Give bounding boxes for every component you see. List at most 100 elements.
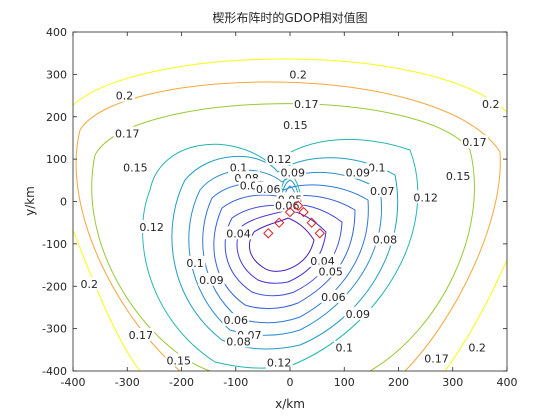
x-tick-label: -300	[115, 376, 140, 389]
contour-label: 0.08	[226, 335, 251, 348]
contour-label-bg	[333, 340, 355, 354]
contour-labels: 0.20.170.150.120.10.090.10.090.080.070.0…	[78, 67, 502, 370]
station-markers	[263, 200, 326, 239]
contour-area: 0.20.170.150.120.10.090.10.090.080.070.0…	[73, 58, 507, 371]
y-tick-label: 400	[46, 26, 67, 39]
contour-label-bg	[466, 340, 488, 354]
contour-label-bg	[113, 126, 141, 140]
contour-label: 0.2	[482, 98, 500, 111]
contour-label-bg	[320, 289, 347, 303]
contour-label: 0.09	[346, 167, 371, 180]
contour-label-bg	[344, 165, 372, 179]
contour-label-bg	[368, 183, 396, 197]
y-tick-label: -200	[42, 280, 67, 293]
contour-label-bg	[184, 255, 206, 269]
contour-label: 0.06	[256, 183, 281, 196]
station-diamond-marker	[292, 200, 304, 211]
contour-label: 0.17	[294, 98, 319, 111]
contour-level-0.15	[94, 103, 475, 371]
y-tick-label: -300	[42, 323, 67, 336]
y-tick-label: 100	[46, 153, 67, 166]
contour-label: 0.09	[346, 308, 371, 321]
contour-label-bg	[444, 169, 472, 183]
contour-label-bg	[121, 160, 149, 174]
contour-label-bg	[265, 152, 293, 166]
contour-label: 0.12	[267, 357, 292, 370]
contour-level-0.2	[73, 58, 507, 113]
y-tick-label: 0	[60, 196, 67, 209]
contour-label-bg	[279, 165, 307, 179]
contour-level-0.1	[280, 179, 300, 199]
x-tick-label: -100	[223, 376, 248, 389]
contour-label-bg	[292, 97, 320, 111]
contour-label: 0.09	[280, 167, 305, 180]
station-diamond-marker	[273, 217, 285, 228]
contour-label: 0.2	[289, 68, 307, 81]
contour-label: 0.17	[424, 352, 449, 365]
contour-label-bg	[225, 334, 252, 348]
chart-title: 楔形布阵时的GDOP相对值图	[212, 10, 367, 25]
contour-label-bg	[273, 198, 301, 212]
station-diamond-marker	[314, 228, 326, 239]
y-tick-label: -100	[42, 238, 67, 251]
x-tick-label: 300	[442, 376, 463, 389]
axis-ticks: -400 -300 -200 -100 0 100 200 300 400 400 300 200 10…	[42, 26, 517, 389]
contour-label-bg	[114, 88, 135, 102]
contour-label: 0.06	[224, 314, 249, 327]
contour-label-bg	[461, 135, 488, 149]
contour-label: 0.06	[321, 291, 346, 304]
station-diamond-marker	[263, 228, 274, 239]
contour-label-bg	[282, 118, 309, 132]
contour-label-bg	[222, 313, 250, 327]
x-axis-label: x/km	[275, 397, 305, 411]
contour-level-0.04	[248, 217, 315, 272]
y-axis-label: y/km	[23, 186, 37, 216]
x-tick-label: 0	[287, 376, 294, 389]
contour-level-0.2	[73, 229, 141, 371]
contour-level-0.08	[202, 182, 369, 324]
contour-label: 0.1	[336, 342, 354, 355]
contour-label: 0.1	[368, 162, 386, 175]
contour-label-bg	[254, 181, 282, 195]
station-diamond-marker	[306, 217, 317, 228]
station-diamond-marker	[298, 206, 309, 218]
contour-label-bg	[344, 306, 372, 320]
contour-label-bg	[317, 264, 345, 278]
y-tick-label: 200	[46, 111, 67, 124]
contour-label-bg	[265, 355, 293, 369]
station-diamond-marker	[284, 206, 296, 218]
y-tick-label: -400	[42, 365, 67, 378]
contour-level-0.09	[188, 169, 382, 336]
contour-label-bg	[309, 253, 336, 267]
contour-label: 0.12	[267, 153, 292, 166]
contour-label: 0.12	[413, 191, 438, 204]
contour-label-bg	[78, 277, 100, 291]
contour-label-bg	[225, 226, 252, 240]
contour-label: 0.07	[370, 185, 395, 198]
contour-level-0.17	[79, 81, 501, 371]
y-tick-label: 300	[46, 68, 67, 81]
x-tick-label: -200	[169, 376, 194, 389]
contour-level-0.1	[171, 155, 399, 350]
contour-label-bg	[412, 190, 440, 204]
contour-label: 0.1	[186, 257, 204, 270]
contour-label-bg	[165, 353, 193, 367]
contour-label-bg	[371, 232, 399, 246]
contour-label: 0.17	[462, 136, 487, 149]
contour-label-bg	[287, 67, 309, 81]
contour-label: 0.12	[139, 221, 164, 234]
contour-label-bg	[197, 272, 225, 286]
contour-label: 0.15	[123, 162, 148, 175]
contour-level-0.2	[444, 259, 507, 371]
contour-label: 0.15	[283, 119, 308, 132]
contour-label: 0.17	[129, 329, 154, 342]
contour-label: 0.17	[115, 128, 140, 141]
contour-label: 0.2	[116, 90, 134, 103]
contour-label-bg	[228, 160, 249, 174]
x-tick-label: -400	[61, 376, 86, 389]
x-tick-label: 400	[497, 376, 518, 389]
contour-label: 0.04	[226, 227, 251, 240]
contour-label: 0.2	[468, 342, 486, 355]
contour-label: 0.08	[373, 234, 398, 247]
